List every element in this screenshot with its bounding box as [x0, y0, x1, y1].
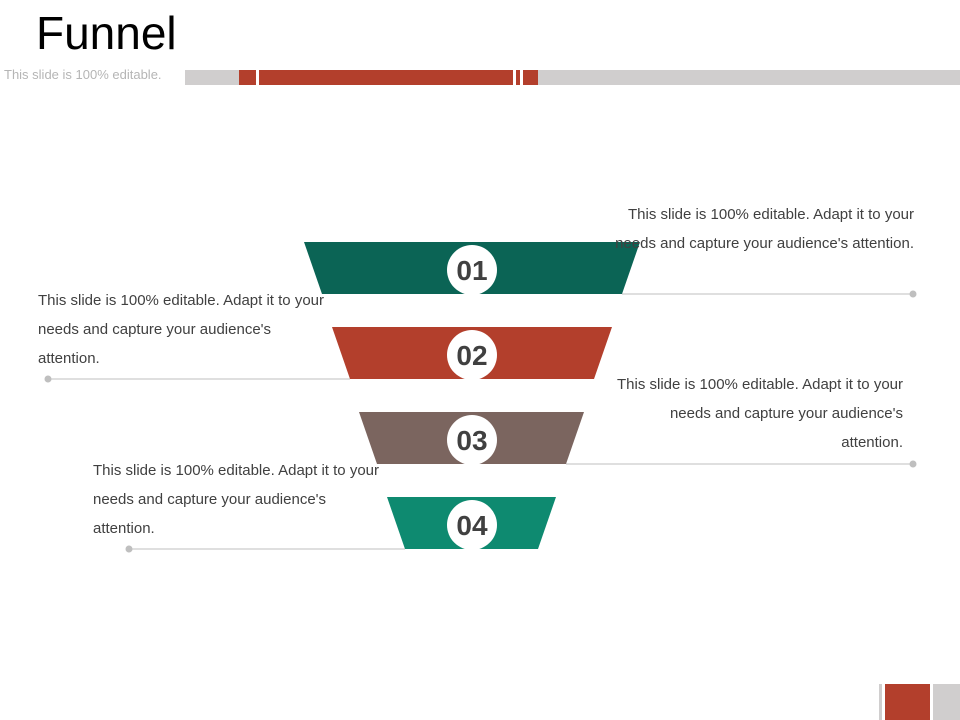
connector-dot-4 [125, 545, 133, 553]
connector-dot-3 [909, 460, 917, 468]
connector-dot-1 [909, 290, 917, 298]
step-badge-3 [447, 415, 497, 465]
step-number-3: 03 [456, 425, 487, 456]
header-track-left [185, 70, 239, 85]
step-badge-1 [447, 245, 497, 295]
header-track-right [538, 70, 960, 85]
step-description-1: This slide is 100% editable. Adapt it to… [615, 206, 914, 252]
step-description-4: This slide is 100% editable. Adapt it to… [93, 462, 379, 537]
step-description-3: This slide is 100% editable. Adapt it to… [617, 376, 903, 451]
header-decor-bar [0, 70, 960, 85]
step-badge-4 [447, 500, 497, 550]
corner-decor [0, 684, 960, 720]
step-number-4: 04 [456, 510, 488, 541]
connector-dot-2 [44, 375, 52, 383]
slide-subtitle: This slide is 100% editable. [4, 67, 162, 82]
step-number-1: 01 [456, 255, 487, 286]
step-badge-2 [447, 330, 497, 380]
slide-title: Funnel [36, 7, 177, 59]
step-number-2: 02 [456, 340, 487, 371]
header-accent [239, 70, 538, 85]
step-description-2: This slide is 100% editable. Adapt it to… [38, 292, 324, 367]
